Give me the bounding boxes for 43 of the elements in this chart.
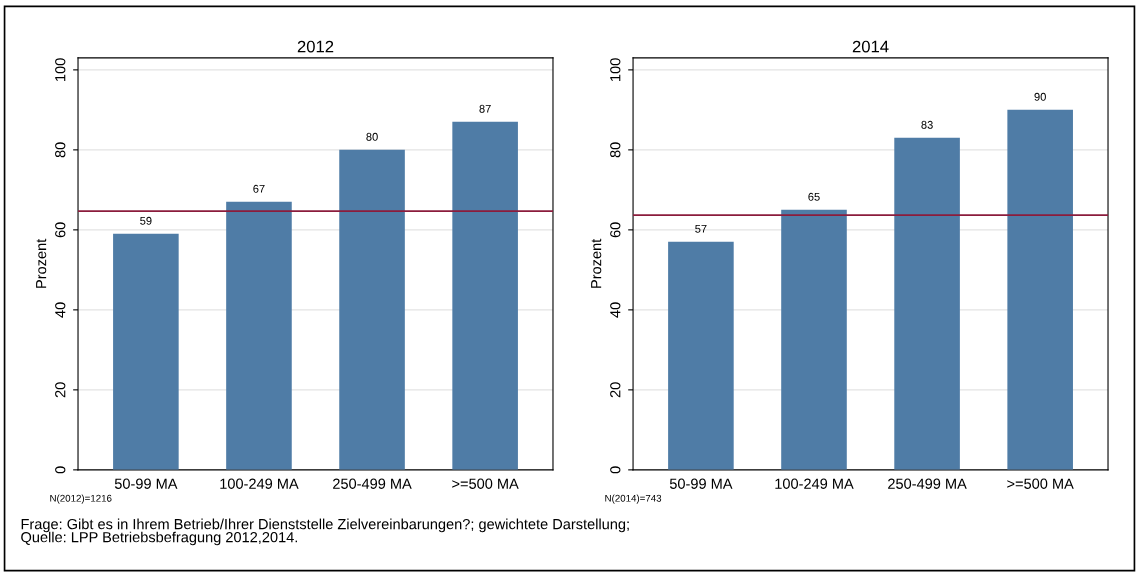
chart-title: 2012 <box>297 40 334 53</box>
x-tick-label: 100-249 MA <box>220 478 299 489</box>
bar <box>894 137 960 470</box>
text: N(2012)=1216 <box>50 494 112 504</box>
y-tick-label: 20 <box>55 382 66 398</box>
y-tick-label: 80 <box>610 142 621 158</box>
y-tick-label: 20 <box>610 382 621 398</box>
bar <box>1007 109 1073 470</box>
x-tick-label: 50-99 MA <box>114 478 178 489</box>
x-tick-label: 50-99 MA <box>669 478 733 489</box>
bar <box>339 149 405 470</box>
data-label: 57 <box>695 224 707 233</box>
x-tick-label: >=500 MA <box>452 478 519 489</box>
data-label: 87 <box>479 104 491 113</box>
data-label: 90 <box>1034 92 1046 101</box>
bar <box>781 209 847 470</box>
data-label: 59 <box>140 216 152 225</box>
y-tick-label: 60 <box>610 222 621 238</box>
x-tick-label: >=500 MA <box>1007 478 1074 489</box>
y-tick-label: 60 <box>55 222 66 238</box>
bar <box>113 233 179 470</box>
y-axis-title: Prozent <box>36 238 47 288</box>
chart-title: 2014 <box>852 40 889 53</box>
y-tick-label: 100 <box>55 58 66 81</box>
bar <box>668 241 734 470</box>
data-label: 65 <box>808 192 820 201</box>
data-label: 67 <box>253 184 265 193</box>
y-tick-label: 40 <box>610 302 621 318</box>
y-axis-title: Prozent <box>591 238 602 288</box>
y-tick-label: 40 <box>55 302 66 318</box>
data-label: 80 <box>366 132 378 141</box>
y-tick-label: 100 <box>610 58 621 81</box>
y-tick-label: 0 <box>55 466 66 474</box>
y-tick-label: 80 <box>55 142 66 158</box>
y-tick-label: 0 <box>610 466 621 474</box>
text: Frage: Gibt es in Ihrem Betrieb/Ihrer Dienststelle Zielvereinbarungen?; gewichtete Darstellung; Quelle: LPP Betriebsbefragung 2012,2014. <box>21 518 629 546</box>
x-tick-label: 250-499 MA <box>888 478 967 489</box>
data-label: 83 <box>921 120 933 129</box>
text: N(2014)=743 <box>605 494 662 504</box>
x-tick-label: 100-249 MA <box>775 478 854 489</box>
x-tick-label: 250-499 MA <box>333 478 412 489</box>
bar <box>226 201 292 470</box>
bar <box>452 121 518 470</box>
